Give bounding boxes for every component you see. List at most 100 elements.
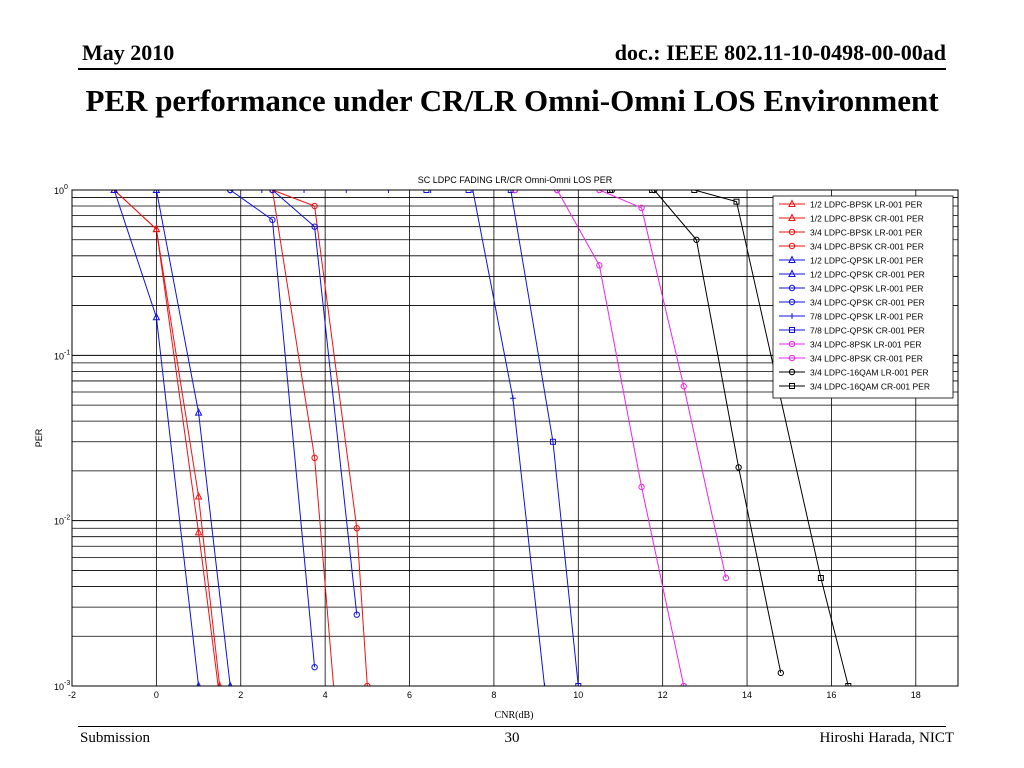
circle-marker bbox=[311, 202, 318, 210]
legend-label: 3/4 LDPC-QPSK LR-001 PER bbox=[810, 284, 923, 294]
triangle-marker bbox=[194, 408, 203, 416]
y-tick-label-base: 10 bbox=[54, 186, 64, 196]
circle-marker bbox=[788, 284, 796, 292]
legend-label: 3/4 LDPC-QPSK CR-001 PER bbox=[810, 298, 925, 308]
series-line bbox=[113, 190, 221, 686]
x-tick-label: 0 bbox=[154, 690, 159, 700]
triangle-marker bbox=[152, 312, 161, 321]
footer-divider bbox=[78, 726, 946, 727]
chart-title: SC LDPC FADING LR/CR Omni-Omni LOS PER bbox=[418, 175, 613, 185]
square-marker bbox=[733, 198, 740, 205]
circle-marker bbox=[638, 483, 645, 491]
legend-label: 1/2 LDPC-BPSK LR-001 PER bbox=[810, 200, 922, 210]
circle-marker bbox=[680, 383, 687, 390]
plot-frame bbox=[71, 189, 959, 687]
y-tick-label-exponent: -2 bbox=[64, 515, 70, 522]
series-12 bbox=[511, 190, 730, 582]
x-tick-label: 6 bbox=[407, 690, 412, 700]
square-marker bbox=[423, 190, 430, 193]
legend-label: 1/2 LDPC-QPSK CR-001 PER bbox=[810, 270, 925, 280]
legend-label: 7/8 LDPC-QPSK LR-001 PER bbox=[810, 312, 923, 322]
plus-marker bbox=[541, 683, 548, 686]
series-6 bbox=[110, 190, 233, 686]
series-line bbox=[426, 190, 579, 686]
triangle-marker bbox=[194, 491, 203, 500]
circle-marker bbox=[735, 464, 742, 471]
y-tick-label-base: 10 bbox=[54, 517, 64, 527]
series-line bbox=[515, 190, 727, 579]
series-line bbox=[114, 190, 231, 686]
slide-title: PER performance under CR/LR Omni-Omni LO… bbox=[85, 83, 939, 118]
footer-page-number: 30 bbox=[504, 730, 520, 746]
legend-entry: 3/4 LDPC-QPSK LR-001 PER bbox=[779, 284, 923, 294]
legend-entry: 3/4 LDPC-16QAM CR-001 PER bbox=[779, 382, 930, 392]
series-14 bbox=[606, 190, 852, 686]
x-axis-label: CNR(dB) bbox=[495, 710, 534, 721]
x-tick-label: 18 bbox=[911, 690, 921, 700]
circle-marker bbox=[596, 262, 603, 269]
y-tick-label-base: 10 bbox=[54, 351, 64, 361]
plus-marker bbox=[385, 190, 392, 193]
circle-marker bbox=[788, 242, 796, 250]
footer-author: Hiroshi Harada, NICT bbox=[819, 730, 954, 746]
square-marker bbox=[465, 190, 472, 193]
legend-label: 3/4 LDPC-8PSK LR-001 PER bbox=[810, 340, 922, 350]
series-13 bbox=[608, 190, 784, 677]
legend-entry: 3/4 LDPC-16QAM LR-001 PER bbox=[779, 368, 929, 378]
square-marker bbox=[789, 327, 795, 333]
x-tick-label: 8 bbox=[491, 690, 496, 700]
legend-label: 3/4 LDPC-16QAM CR-001 PER bbox=[810, 382, 930, 392]
circle-marker bbox=[311, 454, 318, 462]
circle-marker bbox=[311, 223, 318, 230]
chart-legend: 1/2 LDPC-BPSK LR-001 PER 1/2 LDPC-BPSK CR… bbox=[772, 195, 954, 399]
triangle-marker bbox=[788, 269, 796, 277]
x-tick-label: -2 bbox=[68, 690, 76, 700]
circle-marker bbox=[269, 216, 276, 224]
square-marker bbox=[549, 438, 556, 445]
circle-marker bbox=[777, 669, 784, 677]
series-9 bbox=[258, 190, 548, 686]
legend-entry: 1/2 LDPC-BPSK CR-001 PER bbox=[779, 213, 924, 224]
y-tick-label-exponent: -1 bbox=[64, 349, 70, 356]
series-2 bbox=[110, 190, 222, 686]
triangle-marker bbox=[788, 199, 796, 207]
square-marker bbox=[507, 190, 514, 193]
legend-entry: 1/2 LDPC-QPSK LR-001 PER bbox=[779, 255, 923, 266]
plus-marker bbox=[343, 190, 350, 193]
plus-marker bbox=[469, 190, 476, 193]
series-line bbox=[515, 190, 685, 686]
square-marker bbox=[789, 383, 795, 389]
circle-marker bbox=[788, 354, 796, 362]
x-tick-label: 2 bbox=[238, 690, 243, 700]
triangle-marker bbox=[788, 213, 796, 221]
circle-marker bbox=[722, 574, 730, 582]
series-line bbox=[261, 190, 546, 686]
y-tick-label-exponent: 0 bbox=[64, 184, 68, 191]
triangle-marker bbox=[110, 190, 118, 193]
x-tick-label: 14 bbox=[742, 690, 752, 700]
circle-marker bbox=[788, 298, 796, 306]
legend-label: 3/4 LDPC-8PSK CR-001 PER bbox=[810, 354, 923, 364]
square-marker bbox=[606, 190, 613, 193]
square-marker bbox=[649, 190, 656, 193]
header-doc-id: doc.: IEEE 802.11-10-0498-00-00ad bbox=[614, 40, 946, 65]
footer-submission: Submission bbox=[80, 730, 151, 746]
legend-box bbox=[772, 195, 954, 399]
legend-entry: 3/4 LDPC-BPSK LR-001 PER bbox=[779, 228, 922, 238]
triangle-marker bbox=[152, 190, 161, 193]
y-tick-label-base: 10 bbox=[54, 682, 64, 692]
circle-marker bbox=[788, 368, 796, 376]
series-11 bbox=[511, 190, 687, 686]
plus-marker bbox=[301, 190, 308, 193]
legend-label: 7/8 LDPC-QPSK CR-001 PER bbox=[810, 326, 925, 336]
triangle-marker bbox=[152, 224, 161, 233]
series-line bbox=[272, 190, 368, 686]
square-marker bbox=[575, 683, 582, 686]
x-tick-label: 4 bbox=[323, 690, 328, 700]
series-3 bbox=[269, 190, 335, 686]
legend-entry: 7/8 LDPC-QPSK LR-001 PER bbox=[779, 312, 923, 322]
series-line bbox=[271, 190, 335, 686]
legend-entry: 3/4 LDPC-BPSK CR-001 PER bbox=[779, 242, 924, 252]
legend-label: 3/4 LDPC-16QAM LR-001 PER bbox=[810, 368, 929, 378]
